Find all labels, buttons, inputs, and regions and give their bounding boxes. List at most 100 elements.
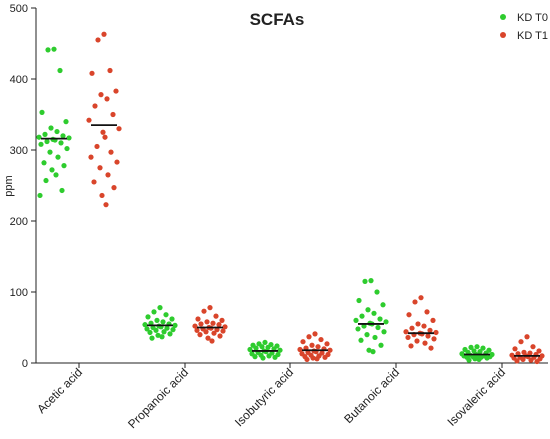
point-t1 xyxy=(101,31,107,37)
point-t1 xyxy=(536,348,542,354)
point-t1 xyxy=(203,329,209,335)
point-t1 xyxy=(197,332,203,338)
point-t1 xyxy=(213,313,219,319)
point-t0 xyxy=(41,160,47,166)
point-t0 xyxy=(365,307,371,313)
y-tick-label: 300 xyxy=(10,145,28,157)
point-t1 xyxy=(217,333,223,339)
point-t0 xyxy=(145,314,151,320)
point-t0 xyxy=(368,278,374,284)
point-t0 xyxy=(252,354,258,360)
point-t0 xyxy=(61,163,67,169)
legend-marker xyxy=(500,14,506,20)
point-t0 xyxy=(55,154,61,160)
point-t1 xyxy=(524,334,530,340)
point-t1 xyxy=(194,327,200,333)
point-t0 xyxy=(358,337,364,343)
point-t1 xyxy=(322,354,328,360)
data-points xyxy=(36,31,545,365)
point-t0 xyxy=(356,297,362,304)
point-t1 xyxy=(414,338,420,344)
point-t1 xyxy=(100,129,106,135)
x-category-label: Butanoic acid xyxy=(341,365,402,426)
point-t1 xyxy=(300,339,306,345)
point-t1 xyxy=(95,37,101,43)
point-t0 xyxy=(144,326,150,332)
point-t0 xyxy=(359,313,365,319)
point-t0 xyxy=(42,131,48,137)
point-t0 xyxy=(480,345,486,351)
point-t0 xyxy=(47,149,53,155)
point-t1 xyxy=(315,344,321,350)
point-t0 xyxy=(161,329,167,335)
point-t0 xyxy=(260,355,266,361)
point-t0 xyxy=(49,167,55,173)
point-t1 xyxy=(422,340,428,346)
point-t0 xyxy=(159,334,165,340)
point-t1 xyxy=(116,126,122,132)
point-t0 xyxy=(272,354,278,360)
point-t0 xyxy=(266,353,272,359)
point-t0 xyxy=(383,319,389,325)
point-t0 xyxy=(153,327,159,333)
point-t0 xyxy=(247,346,253,353)
point-t1 xyxy=(408,343,414,349)
point-t1 xyxy=(207,305,213,311)
point-t1 xyxy=(97,165,103,171)
point-t1 xyxy=(405,334,411,341)
point-t1 xyxy=(433,329,439,336)
y-tick-label: 100 xyxy=(10,287,28,299)
point-t1 xyxy=(425,333,431,339)
point-t0 xyxy=(151,309,157,315)
point-t0 xyxy=(377,316,383,322)
point-t1 xyxy=(518,339,524,345)
x-category-label: Propanoic acid xyxy=(125,365,191,431)
point-t1 xyxy=(107,67,113,74)
point-t0 xyxy=(149,335,155,341)
point-t0 xyxy=(155,332,161,338)
point-t1 xyxy=(415,321,421,327)
point-t1 xyxy=(431,336,437,342)
point-t0 xyxy=(466,357,472,363)
point-t0 xyxy=(362,278,368,284)
point-t1 xyxy=(412,299,418,305)
point-t1 xyxy=(114,159,120,165)
point-t1 xyxy=(314,356,320,362)
point-t0 xyxy=(64,145,70,152)
point-t0 xyxy=(58,140,64,146)
point-t1 xyxy=(430,317,436,323)
point-t0 xyxy=(172,322,178,328)
point-t0 xyxy=(366,347,372,353)
point-t1 xyxy=(424,309,430,315)
point-t0 xyxy=(374,289,380,295)
point-t0 xyxy=(259,344,265,350)
legend-label: KD T1 xyxy=(517,30,548,42)
point-t0 xyxy=(59,187,65,194)
point-t0 xyxy=(265,344,271,350)
point-t0 xyxy=(370,349,376,355)
point-t0 xyxy=(157,305,163,311)
point-t0 xyxy=(355,326,361,332)
point-t1 xyxy=(102,134,108,140)
point-t1 xyxy=(192,323,198,329)
point-t1 xyxy=(520,356,526,363)
point-t0 xyxy=(476,356,482,363)
point-t1 xyxy=(528,357,534,363)
point-t1 xyxy=(205,335,211,341)
point-t1 xyxy=(211,330,217,336)
point-t0 xyxy=(381,329,387,335)
point-t0 xyxy=(44,138,50,145)
point-t1 xyxy=(512,346,518,352)
legend: KD T0 KD T1 xyxy=(500,12,548,42)
point-t0 xyxy=(37,192,43,199)
point-t0 xyxy=(147,329,153,336)
point-t0 xyxy=(57,67,63,74)
point-t1 xyxy=(428,345,434,351)
point-t1 xyxy=(421,323,427,329)
point-t0 xyxy=(154,317,160,323)
point-t0 xyxy=(169,316,175,322)
point-t1 xyxy=(108,149,114,155)
point-t1 xyxy=(204,319,210,325)
point-t1 xyxy=(514,358,520,364)
point-t1 xyxy=(324,341,330,347)
